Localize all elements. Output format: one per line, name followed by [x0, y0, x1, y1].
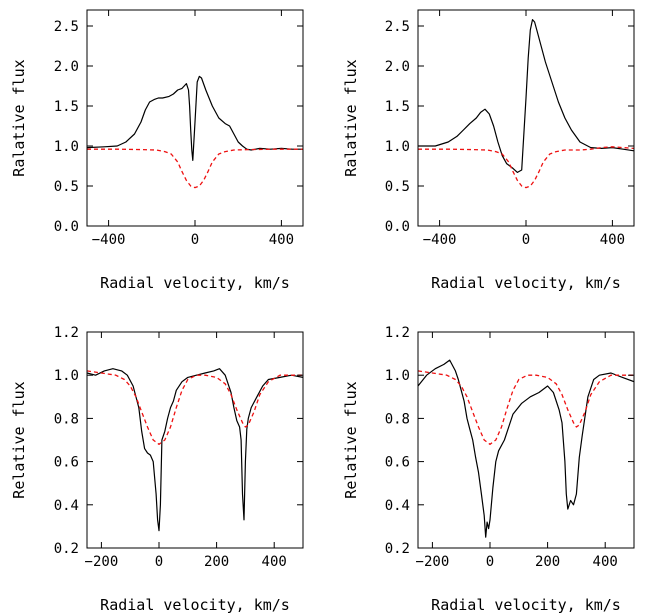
y-axis-label: Ralative flux: [342, 59, 360, 176]
panel-1: −400 0 400 0.0 0.5 1.0 1.5 2.0 2.5 Radial velocit…: [10, 9, 304, 292]
x-tick-label: 200: [204, 554, 229, 570]
model-line-1: [87, 148, 303, 189]
y-tick-label: 0.4: [385, 498, 410, 514]
y-tick-label: 0.8: [385, 411, 410, 427]
y-tick-label: 0.0: [54, 219, 79, 235]
y-tick-label: 1.2: [54, 325, 79, 341]
plot-frame: [86, 331, 304, 549]
x-axis-label: Radial velocity, km/s: [431, 274, 621, 292]
y-tick-label: 1.5: [385, 99, 410, 115]
observed-line-2: [418, 19, 634, 173]
observed-line-4: [418, 359, 634, 538]
x-tick-label: −400: [423, 232, 457, 248]
observed-line-1: [87, 75, 303, 161]
y-axis-label: Relative flux: [10, 381, 28, 498]
x-tick-label: 0: [155, 554, 163, 570]
y-tick-label: 2.5: [385, 19, 410, 35]
y-tick-label: 1.2: [385, 325, 410, 341]
model-line-3: [87, 370, 303, 445]
y-tick-label: 1.0: [385, 139, 410, 155]
x-tick-label: −200: [416, 554, 450, 570]
x-tick-label: 0: [191, 232, 199, 248]
panel-3: −200 0 200 400 0.2 0.4 0.6 0.8 1.0 1.2 Radial velo…: [10, 325, 304, 614]
x-tick-label: −400: [92, 232, 126, 248]
y-tick-label: 0.5: [385, 179, 410, 195]
panel-4: −200 0 200 400 0.2 0.4 0.6 0.8 1.0 1.2 Radial velo…: [342, 325, 635, 614]
y-tick-label: 1.0: [54, 368, 79, 384]
x-axis-label: Radial velocity, km/s: [100, 596, 290, 614]
x-axis-label: Radial velocity, km/s: [431, 596, 621, 614]
y-tick-label: 0.6: [54, 455, 79, 471]
y-tick-label: 0.8: [54, 411, 79, 427]
y-tick-label: 2.5: [54, 19, 79, 35]
model-line-4: [418, 370, 634, 445]
x-tick-label: 400: [600, 232, 625, 248]
panel-2: −400 0 400 0.0 0.5 1.0 1.5 2.0 2.5 Radial velocit…: [342, 9, 635, 292]
x-axis-label: Radial velocity, km/s: [100, 274, 290, 292]
x-tick-label: 200: [535, 554, 560, 570]
y-tick-label: 2.0: [385, 59, 410, 75]
y-tick-label: 0.2: [385, 541, 410, 557]
y-axis-label: Ralative flux: [10, 59, 28, 176]
model-line-2: [418, 146, 634, 189]
y-tick-label: 0.0: [385, 219, 410, 235]
y-tick-label: 0.2: [54, 541, 79, 557]
x-tick-label: 0: [522, 232, 530, 248]
observed-line-3: [87, 368, 303, 532]
x-tick-label: 400: [593, 554, 618, 570]
x-tick-label: 0: [486, 554, 494, 570]
y-tick-label: 0.6: [385, 455, 410, 471]
y-tick-label: 0.5: [54, 179, 79, 195]
y-tick-label: 1.0: [54, 139, 79, 155]
x-tick-label: 400: [262, 554, 287, 570]
x-tick-label: 400: [269, 232, 294, 248]
y-tick-label: 1.0: [385, 368, 410, 384]
x-tick-label: −200: [85, 554, 119, 570]
y-tick-label: 1.5: [54, 99, 79, 115]
y-tick-label: 2.0: [54, 59, 79, 75]
y-axis-label: Relative flux: [342, 381, 360, 498]
y-tick-label: 0.4: [54, 498, 79, 514]
plot-frame: [417, 331, 635, 549]
plot-frame: [417, 9, 635, 227]
